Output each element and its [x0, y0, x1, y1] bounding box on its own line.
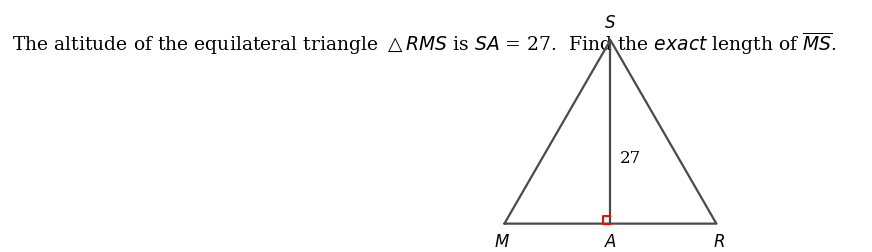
- Text: $R$: $R$: [712, 233, 725, 250]
- Text: 27: 27: [620, 149, 641, 166]
- Text: $S$: $S$: [604, 15, 617, 32]
- Text: The altitude of the equilateral triangle $\triangle\it{RMS}$ is $\it{SA}$ = 27. : The altitude of the equilateral triangle…: [12, 30, 837, 57]
- Text: $A$: $A$: [603, 233, 617, 250]
- Text: $M$: $M$: [494, 233, 510, 250]
